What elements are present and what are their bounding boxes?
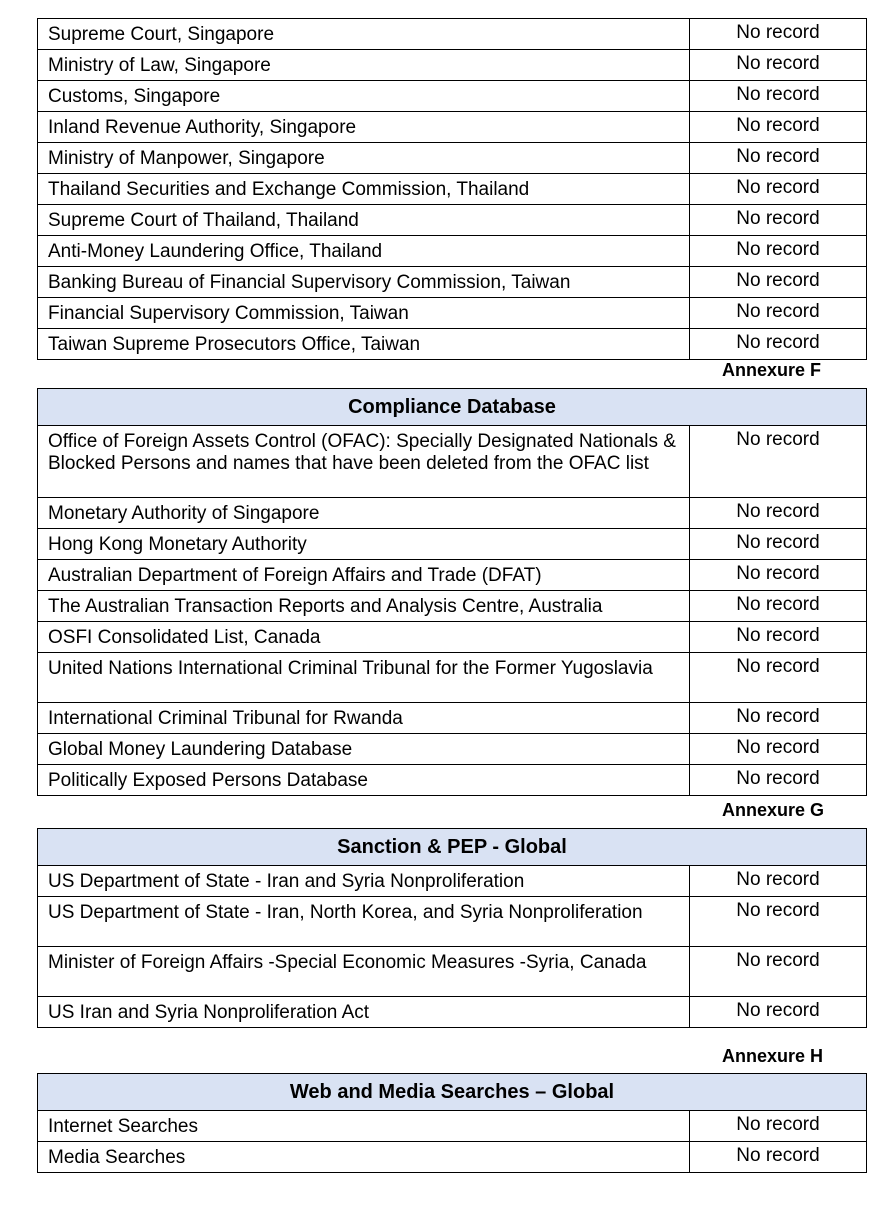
source-name: United Nations International Criminal Tr…	[37, 652, 690, 703]
search-result: No record	[689, 111, 867, 143]
source-name: Customs, Singapore	[37, 80, 690, 112]
annexure-label: Annexure H	[722, 1046, 824, 1066]
table-row: Supreme Court of Thailand, Thailand No re…	[37, 204, 867, 236]
search-result: No record	[689, 204, 867, 236]
annexure-label: Annexure F	[722, 360, 822, 380]
search-result: No record	[689, 1141, 867, 1173]
source-name: US Department of State - Iran, North Kor…	[37, 896, 690, 947]
search-result: No record	[689, 559, 867, 591]
search-result: No record	[689, 328, 867, 360]
search-result: No record	[689, 896, 867, 947]
source-name: Thailand Securities and Exchange Commiss…	[37, 173, 690, 205]
table-row: Financial Supervisory Commission, Taiwan…	[37, 297, 867, 329]
table-row: Politically Exposed Persons Database No r…	[37, 764, 867, 796]
table-row: US Department of State - Iran, North Kor…	[37, 896, 867, 947]
records-table: Sanction & PEP - Global US Department of …	[37, 828, 867, 1028]
annexure-label: Annexure G	[722, 800, 825, 820]
source-name: Monetary Authority of Singapore	[37, 497, 690, 529]
source-name: Minister of Foreign Affairs -Special Eco…	[37, 946, 690, 997]
table-row: Media Searches No record	[37, 1141, 867, 1173]
source-name: Hong Kong Monetary Authority	[37, 528, 690, 560]
source-name: Supreme Court, Singapore	[37, 18, 690, 50]
table-title: Compliance Database	[37, 388, 867, 426]
source-name: Inland Revenue Authority, Singapore	[37, 111, 690, 143]
records-table: Web and Media Searches – Global Internet …	[37, 1073, 867, 1173]
table-header-row: Web and Media Searches – Global	[37, 1073, 867, 1111]
source-name: Internet Searches	[37, 1110, 690, 1142]
records-table: Supreme Court, Singapore No record Ministr…	[37, 18, 867, 360]
table-row: Customs, Singapore No record	[37, 80, 867, 112]
table-row: Internet Searches No record	[37, 1110, 867, 1142]
table-header-row: Sanction & PEP - Global	[37, 828, 867, 866]
table-row: Supreme Court, Singapore No record	[37, 18, 867, 50]
search-result: No record	[689, 652, 867, 703]
records-table: Compliance Database Office of Foreign Ass…	[37, 388, 867, 796]
source-name: Taiwan Supreme Prosecutors Office, Taiwa…	[37, 328, 690, 360]
source-name: Politically Exposed Persons Database	[37, 764, 690, 796]
search-result: No record	[689, 1110, 867, 1142]
table-row: Australian Department of Foreign Affairs…	[37, 559, 867, 591]
search-result: No record	[689, 49, 867, 81]
table-title: Web and Media Searches – Global	[37, 1073, 867, 1111]
search-result: No record	[689, 764, 867, 796]
source-name: Ministry of Law, Singapore	[37, 49, 690, 81]
source-name: Media Searches	[37, 1141, 690, 1173]
table-row: Banking Bureau of Financial Supervisory …	[37, 266, 867, 298]
search-result: No record	[689, 425, 867, 498]
source-name: US Iran and Syria Nonproliferation Act	[37, 996, 690, 1028]
source-name: Supreme Court of Thailand, Thailand	[37, 204, 690, 236]
table-row: Anti-Money Laundering Office, Thailand No…	[37, 235, 867, 267]
search-result: No record	[689, 621, 867, 653]
search-result: No record	[689, 80, 867, 112]
table-row: Monetary Authority of Singapore No record	[37, 497, 867, 529]
source-name: Ministry of Manpower, Singapore	[37, 142, 690, 174]
source-name: International Criminal Tribunal for Rwan…	[37, 702, 690, 734]
search-result: No record	[689, 266, 867, 298]
table-row: Ministry of Manpower, Singapore No record	[37, 142, 867, 174]
table-title: Sanction & PEP - Global	[37, 828, 867, 866]
source-name: Anti-Money Laundering Office, Thailand	[37, 235, 690, 267]
table-row: Minister of Foreign Affairs -Special Eco…	[37, 946, 867, 997]
source-name: Office of Foreign Assets Control (OFAC):…	[37, 425, 690, 498]
table-header-row: Compliance Database	[37, 388, 867, 426]
search-result: No record	[689, 946, 867, 997]
search-result: No record	[689, 590, 867, 622]
source-name: The Australian Transaction Reports and A…	[37, 590, 690, 622]
search-result: No record	[689, 528, 867, 560]
table-row: International Criminal Tribunal for Rwan…	[37, 702, 867, 734]
table-row: US Department of State - Iran and Syria …	[37, 865, 867, 897]
table-row: US Iran and Syria Nonproliferation Act No…	[37, 996, 867, 1028]
table-row: Global Money Laundering Database No recor…	[37, 733, 867, 765]
source-name: Financial Supervisory Commission, Taiwan	[37, 297, 690, 329]
table-row: Inland Revenue Authority, Singapore No re…	[37, 111, 867, 143]
source-name: Global Money Laundering Database	[37, 733, 690, 765]
search-result: No record	[689, 865, 867, 897]
search-result: No record	[689, 497, 867, 529]
search-result: No record	[689, 297, 867, 329]
search-result: No record	[689, 173, 867, 205]
table-row: Hong Kong Monetary Authority No record	[37, 528, 867, 560]
source-name: OSFI Consolidated List, Canada	[37, 621, 690, 653]
table-row: OSFI Consolidated List, Canada No record	[37, 621, 867, 653]
search-result: No record	[689, 702, 867, 734]
source-name: Australian Department of Foreign Affairs…	[37, 559, 690, 591]
search-result: No record	[689, 235, 867, 267]
table-row: Taiwan Supreme Prosecutors Office, Taiwa…	[37, 328, 867, 360]
table-row: The Australian Transaction Reports and A…	[37, 590, 867, 622]
table-row: Office of Foreign Assets Control (OFAC):…	[37, 425, 867, 498]
table-row: Thailand Securities and Exchange Commiss…	[37, 173, 867, 205]
search-result: No record	[689, 996, 867, 1028]
source-name: US Department of State - Iran and Syria …	[37, 865, 690, 897]
source-name: Banking Bureau of Financial Supervisory …	[37, 266, 690, 298]
search-result: No record	[689, 18, 867, 50]
search-result: No record	[689, 142, 867, 174]
search-result: No record	[689, 733, 867, 765]
table-row: Ministry of Law, Singapore No record	[37, 49, 867, 81]
table-row: United Nations International Criminal Tr…	[37, 652, 867, 703]
